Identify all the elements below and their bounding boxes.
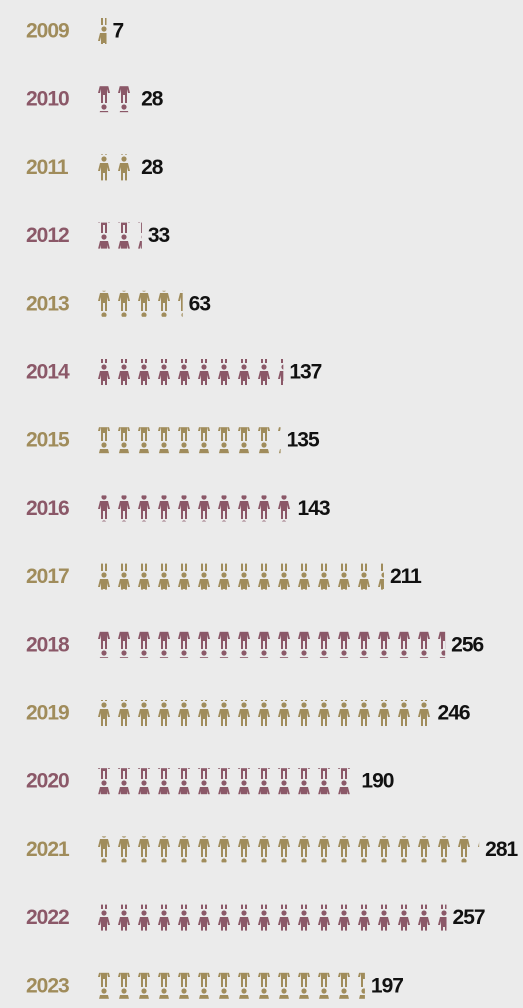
icon-bar [97,904,447,931]
year-label: 2017 [26,565,69,588]
year-label: 2016 [26,497,69,520]
year-label: 2012 [26,224,69,247]
year-label: 2011 [26,156,69,179]
value-label: 28 [141,156,164,179]
year-label: 2013 [26,292,69,315]
year-label: 2009 [26,20,69,43]
icon-bar [97,972,365,999]
icon-bar [97,359,284,385]
icon-bar [97,495,292,522]
icon-bar [97,836,480,863]
value-label: 197 [371,974,403,997]
value-label: 28 [141,88,164,111]
value-label: 246 [438,702,470,725]
icon-bar [97,290,183,317]
icon-bar [97,427,281,454]
year-label: 2015 [26,429,70,452]
value-label: 256 [451,633,483,656]
icon-bar [97,631,446,658]
year-label: 2023 [26,974,69,997]
year-label: 2022 [26,906,69,929]
icon-bar [97,18,107,44]
value-label: 7 [113,20,124,43]
icon-bar [97,768,356,795]
value-label: 281 [485,838,518,861]
year-label: 2014 [26,361,70,384]
value-label: 135 [287,429,320,452]
value-label: 257 [453,906,485,929]
value-label: 137 [289,361,321,384]
year-label: 2021 [26,838,70,861]
year-label: 2018 [26,633,70,656]
icon-bar [97,86,136,113]
year-label: 2010 [26,88,69,111]
value-label: 63 [189,292,211,315]
value-label: 33 [148,224,170,247]
icon-bar [97,700,432,726]
year-label: 2020 [26,770,69,793]
icon-bar [97,563,384,590]
icon-bar [97,222,142,249]
year-label: 2019 [26,702,69,725]
icon-bar [97,154,136,181]
value-label: 190 [361,770,393,793]
value-label: 211 [390,565,422,588]
value-label: 143 [297,497,329,520]
